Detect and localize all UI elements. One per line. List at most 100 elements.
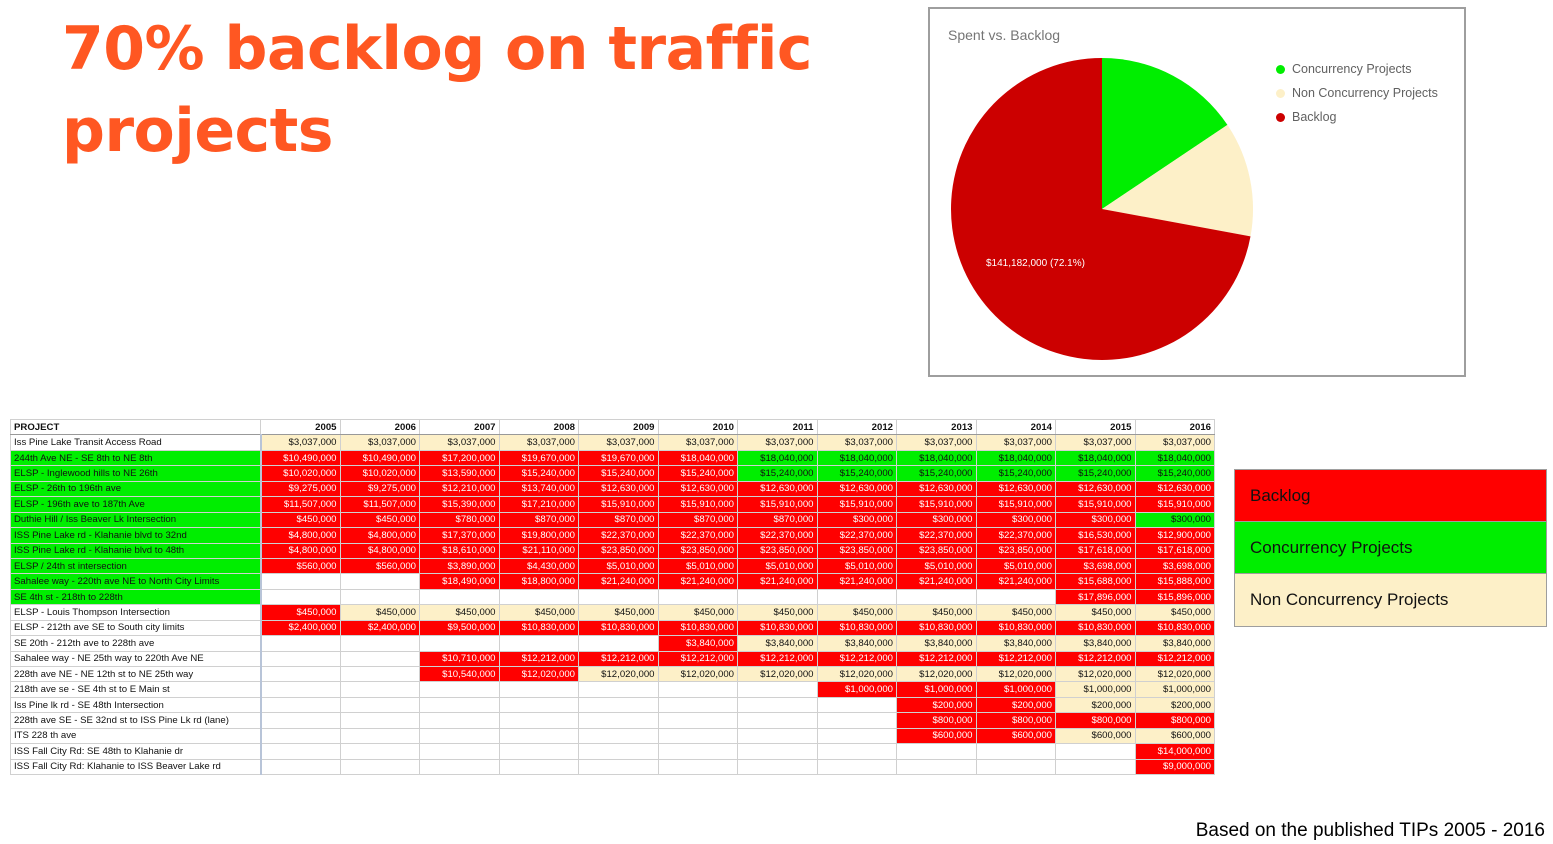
table-cell bbox=[260, 681, 341, 698]
table-cell: $1,000,000 bbox=[1134, 681, 1215, 698]
table-cell bbox=[896, 588, 977, 606]
table-cell: $12,020,000 bbox=[975, 665, 1056, 683]
table-cell: $10,830,000 bbox=[737, 619, 818, 637]
project-name-cell: ELSP - 196th ave to 187th Ave bbox=[10, 496, 262, 513]
table-cell: $15,240,000 bbox=[498, 465, 579, 482]
table-cell: $15,910,000 bbox=[578, 496, 659, 513]
pie-chart: Spent vs. Backlog $141,182,000 (72.1%) C… bbox=[928, 7, 1466, 377]
table-cell bbox=[339, 665, 420, 683]
table-cell: $10,830,000 bbox=[975, 619, 1056, 637]
table-cell: $3,840,000 bbox=[1134, 635, 1215, 652]
table-cell bbox=[419, 696, 500, 714]
legend-item: Non Concurrency Projects bbox=[1276, 81, 1438, 105]
table-cell: $870,000 bbox=[578, 511, 659, 529]
table-cell: $780,000 bbox=[419, 511, 500, 529]
table-cell bbox=[260, 758, 341, 776]
table-cell: $12,020,000 bbox=[896, 665, 977, 683]
table-cell: $3,037,000 bbox=[737, 434, 818, 451]
project-name-cell: SE 4th st - 218th to 228th bbox=[10, 588, 262, 606]
column-header-year: 2009 bbox=[578, 418, 659, 436]
table-cell: $21,110,000 bbox=[498, 542, 579, 559]
table-cell: $4,800,000 bbox=[260, 542, 341, 559]
table-cell: $12,212,000 bbox=[975, 650, 1056, 668]
table-cell: $12,212,000 bbox=[578, 650, 659, 668]
table-cell: $3,037,000 bbox=[816, 434, 897, 451]
table-cell bbox=[498, 758, 579, 776]
table-header-row: PROJECT 2005 2006 2007 2008 2009 2010 2011 2012 2… bbox=[10, 418, 1215, 436]
table-cell bbox=[498, 588, 579, 606]
project-name-cell: ELSP / 24th st intersection bbox=[10, 557, 262, 575]
table-cell: $3,890,000 bbox=[419, 557, 500, 575]
table-cell bbox=[657, 681, 738, 698]
table-cell bbox=[737, 758, 818, 776]
table-cell: $12,212,000 bbox=[657, 650, 738, 668]
table-cell: $12,020,000 bbox=[657, 665, 738, 683]
table-cell: $3,037,000 bbox=[896, 434, 977, 451]
project-name-cell: 244th Ave NE - SE 8th to NE 8th bbox=[10, 449, 262, 467]
table-cell bbox=[339, 650, 420, 668]
table-cell: $12,900,000 bbox=[1134, 527, 1215, 544]
table-cell bbox=[1055, 743, 1136, 760]
table-cell bbox=[816, 743, 897, 760]
pie-slice-label: $141,182,000 (72.1%) bbox=[986, 258, 1085, 269]
column-header-year: 2015 bbox=[1055, 418, 1136, 436]
table-cell bbox=[975, 588, 1056, 606]
table-cell: $3,840,000 bbox=[816, 635, 897, 652]
table-cell bbox=[260, 712, 341, 729]
table-cell bbox=[260, 635, 341, 652]
table-cell bbox=[498, 727, 579, 745]
table-cell bbox=[737, 743, 818, 760]
table-cell: $870,000 bbox=[737, 511, 818, 529]
table-cell: $12,630,000 bbox=[1134, 480, 1215, 498]
project-name-cell: ITS 228 th ave bbox=[10, 727, 262, 745]
table-row: SE 4th st - 218th to 228th $17,896,000 $15… bbox=[10, 588, 1215, 606]
table-cell bbox=[419, 635, 500, 652]
table-cell: $800,000 bbox=[1055, 712, 1136, 729]
table-cell: $3,037,000 bbox=[498, 434, 579, 451]
table-cell: $600,000 bbox=[975, 727, 1056, 745]
table-cell: $10,540,000 bbox=[419, 665, 500, 683]
project-name-cell: ISS Fall City Rd: SE 48th to Klahanie dr bbox=[10, 743, 262, 760]
pie-slice-concurrency-projects bbox=[1102, 58, 1228, 209]
table-cell: $10,830,000 bbox=[896, 619, 977, 637]
table-cell: $15,910,000 bbox=[896, 496, 977, 513]
table-cell: $3,037,000 bbox=[578, 434, 659, 451]
table-cell: $870,000 bbox=[498, 511, 579, 529]
table-cell bbox=[737, 712, 818, 729]
table-cell: $10,830,000 bbox=[816, 619, 897, 637]
legend-label: Non Concurrency Projects bbox=[1292, 86, 1438, 100]
table-row: 228th ave SE - SE 32nd st to ISS Pine Lk… bbox=[10, 712, 1215, 729]
table-cell: $10,490,000 bbox=[339, 449, 420, 467]
table-cell: $450,000 bbox=[339, 604, 420, 621]
table-cell: $12,212,000 bbox=[1134, 650, 1215, 668]
table-cell: $560,000 bbox=[339, 557, 420, 575]
table-cell: $15,240,000 bbox=[578, 465, 659, 482]
table-cell: $5,010,000 bbox=[737, 557, 818, 575]
project-name-cell: Sahalee way - 220th ave NE to North City… bbox=[10, 573, 262, 590]
table-cell bbox=[578, 696, 659, 714]
table-cell bbox=[896, 743, 977, 760]
table-cell: $450,000 bbox=[737, 604, 818, 621]
table-cell: $450,000 bbox=[975, 604, 1056, 621]
table-cell bbox=[498, 635, 579, 652]
table-cell: $23,850,000 bbox=[816, 542, 897, 559]
table-cell bbox=[578, 681, 659, 698]
table-cell: $10,020,000 bbox=[260, 465, 341, 482]
table-cell: $12,210,000 bbox=[419, 480, 500, 498]
chart-legend: Concurrency Projects Non Concurrency Proj… bbox=[1276, 57, 1438, 129]
table-cell: $1,000,000 bbox=[816, 681, 897, 698]
table-cell: $23,850,000 bbox=[657, 542, 738, 559]
table-cell: $12,020,000 bbox=[737, 665, 818, 683]
table-cell: $12,212,000 bbox=[816, 650, 897, 668]
table-row: Duthie Hill / Iss Beaver Lk Intersection… bbox=[10, 511, 1215, 529]
table-cell: $15,390,000 bbox=[419, 496, 500, 513]
table-cell: $9,500,000 bbox=[419, 619, 500, 637]
table-cell: $22,370,000 bbox=[896, 527, 977, 544]
table-cell: $21,240,000 bbox=[657, 573, 738, 590]
table-cell: $1,000,000 bbox=[896, 681, 977, 698]
table-cell: $450,000 bbox=[260, 604, 341, 621]
table-cell: $300,000 bbox=[816, 511, 897, 529]
table-cell: $15,910,000 bbox=[816, 496, 897, 513]
table-cell: $600,000 bbox=[1055, 727, 1136, 745]
table-cell: $10,710,000 bbox=[419, 650, 500, 668]
